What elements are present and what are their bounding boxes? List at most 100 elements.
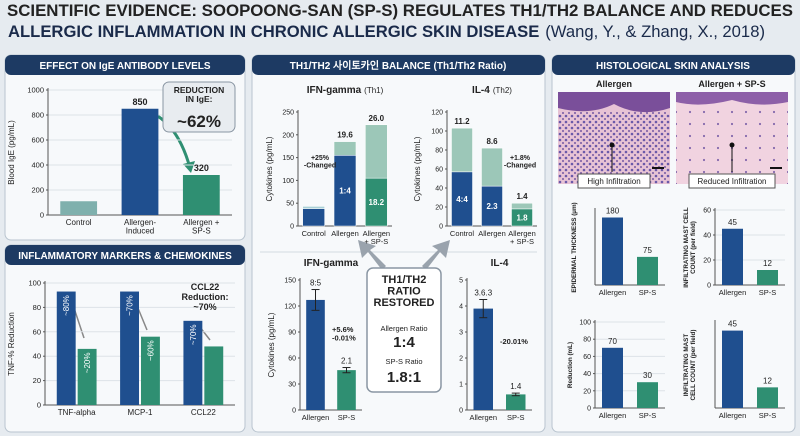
x-tick-label: Allergen [719, 288, 747, 297]
panel-title: EFFECT ON IgE ANTIBODY LEVELS [39, 61, 210, 72]
bar-segment [302, 208, 325, 227]
bar [337, 370, 356, 410]
histology: Allergen Allergen + SP-S High Infiltrati… [558, 79, 788, 189]
y-tick-label: 400 [31, 161, 44, 170]
x-tick-label: Allergen [302, 413, 330, 422]
y-tick-label: 60 [703, 208, 711, 215]
chart-subtitle: (Th2) [493, 86, 512, 95]
x-tick-label: Allergen [719, 411, 747, 420]
bar-label: 18.2 [369, 198, 385, 207]
y-axis-label: Blood IgE (pg/mL) [7, 120, 16, 185]
y-tick-label: 1 [459, 382, 463, 389]
bar-label: 2.1 [341, 357, 353, 366]
chart-title: IFN-gamma (Th1) [307, 85, 384, 96]
y-tick-label: 40 [33, 352, 41, 361]
bar [183, 320, 203, 405]
image-title: Allergen + SP-S [698, 79, 765, 89]
chart-title: IL-4 (Th2) [472, 85, 512, 96]
bar [306, 299, 325, 410]
x-tick-label: Allergen [469, 413, 497, 422]
arrow-head [183, 161, 195, 173]
total-label: 1.4 [516, 192, 528, 201]
annotation: CCL22 Reduction: ~70% [182, 282, 229, 312]
y-tick-label: 60 [288, 356, 296, 363]
image-title: Allergen [596, 79, 632, 89]
x-tick-label: SP-S [507, 413, 525, 422]
infiltrate [558, 112, 670, 184]
annotation: +5.6% -0.01% [332, 325, 356, 342]
x-tick-label: Allergen + SP-S [183, 218, 220, 235]
y-tick-label: 150 [282, 155, 294, 162]
ratio-title: TH1/TH2 RATIO RESTORED [374, 274, 435, 309]
total-label: 11.2 [454, 117, 470, 126]
image-caption: High Infiltration [587, 177, 640, 186]
annotation: +25% -Changed [304, 155, 336, 170]
y-tick-label: 600 [31, 136, 44, 145]
citation: (Wang, Y., & Zhang, X., 2018) [545, 22, 765, 41]
y-tick-label: 0 [290, 224, 294, 231]
x-tick-label: SP-S [639, 288, 657, 297]
y-tick-label: 80 [583, 337, 591, 344]
bar-label: 3.6.3 [474, 289, 492, 298]
ratio-value: 1.8:1 [387, 369, 421, 386]
value-label: 180 [606, 207, 620, 216]
bar [637, 256, 658, 285]
y-tick-label: 250 [282, 110, 294, 117]
y-tick-label: 30 [288, 382, 296, 389]
y-tick-label: 50 [286, 201, 294, 208]
callout-value: ~62% [177, 112, 221, 131]
x-tick-label: Allergen + SP-S [508, 229, 536, 246]
value-label: 320 [194, 163, 209, 173]
bar-segment [365, 124, 388, 179]
annotation: +1.8% -Changed [504, 155, 536, 170]
bar-label: 2.3 [486, 202, 498, 211]
bar [204, 346, 224, 405]
chart-title: IL-4 [472, 85, 490, 96]
y-tick-label: 100 [282, 178, 294, 185]
title-line: ALLERGIC INFLAMMATION IN CHRONIC ALLERGI… [8, 22, 539, 41]
y-tick-label: 20 [435, 205, 443, 212]
total-label: 19.6 [337, 131, 353, 140]
chart-subtitle: (Th1) [364, 86, 383, 95]
bar [637, 382, 658, 408]
x-tick-label: Control [450, 229, 475, 238]
y-tick-label: 200 [31, 186, 44, 195]
callout-title: REDUCTION IN IgE: [174, 85, 225, 104]
panel-title: HISTOLOGICAL SKIN ANALYSIS [596, 61, 750, 72]
y-tick-label: 150 [284, 278, 296, 285]
y-tick-label: 80 [435, 148, 443, 155]
y-tick-label: 0 [292, 408, 296, 415]
total-label: 8.6 [486, 137, 498, 146]
bar-label: 1:4 [339, 187, 351, 196]
annotation: -20.01% [500, 337, 528, 346]
y-tick-label: 1000 [27, 86, 44, 95]
y-tick-label: 20 [33, 376, 41, 385]
bar-label: 1.8 [516, 213, 528, 222]
x-tick-label: Allergen [599, 288, 627, 297]
caption-box [688, 173, 776, 189]
bar-segment [481, 147, 503, 187]
bar [121, 108, 159, 215]
y-axis-label: INFILTRATING MAST CELLCOUNT (per field) [683, 207, 697, 288]
bar [120, 291, 139, 405]
bar [757, 387, 778, 408]
value-label: 850 [132, 97, 147, 107]
value-label: 30 [643, 371, 652, 380]
x-tick-label: SP-S [759, 288, 777, 297]
x-tick-label: SP-S [338, 413, 356, 422]
value-label: 45 [728, 218, 737, 227]
bar [60, 201, 98, 215]
value-label: 45 [728, 320, 737, 329]
y-axis-label: EPIDERMAL THICKNESS (µm) [571, 202, 578, 292]
bar [757, 270, 778, 285]
x-tick-label: MCP-1 [128, 408, 153, 417]
y-tick-label: 90 [288, 330, 296, 337]
value-label: 70 [608, 337, 617, 346]
y-tick-label: 0 [587, 406, 591, 413]
bar-label: ~80% [62, 295, 71, 316]
epidermis [558, 92, 670, 113]
y-tick-label: 40 [703, 233, 711, 240]
image-caption: Reduced Infiltration [698, 177, 767, 186]
y-axis-label: TNF-% Reduction [7, 312, 16, 376]
y-tick-label: 0 [439, 224, 443, 231]
